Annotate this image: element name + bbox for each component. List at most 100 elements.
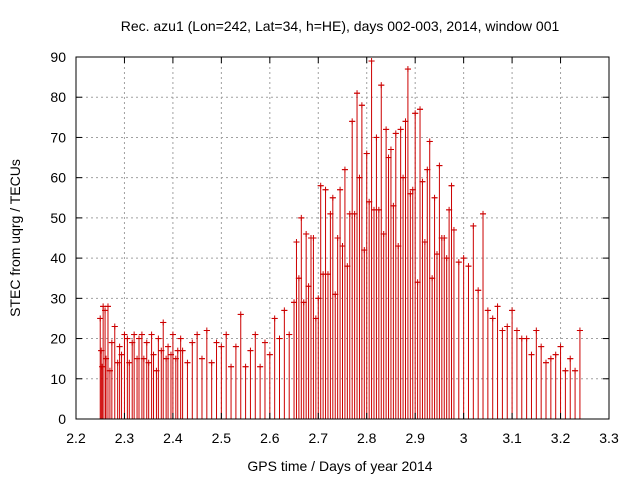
data-point (102, 307, 109, 314)
data-point (494, 303, 501, 310)
data-point (383, 126, 390, 133)
data-point (213, 339, 220, 346)
data-point (373, 134, 380, 141)
plot-border (75, 56, 610, 420)
data-point (424, 166, 431, 173)
data-point (489, 315, 496, 322)
data-point (291, 299, 298, 306)
data-point (509, 307, 516, 314)
data-point (460, 255, 467, 262)
data-point (103, 355, 110, 362)
data-point (344, 263, 351, 270)
data-point (303, 230, 310, 237)
y-tick-label: 0 (58, 411, 66, 427)
data-point (366, 198, 373, 205)
data-point (232, 343, 239, 350)
data-point (124, 335, 131, 342)
data-point (138, 331, 145, 338)
data-point (513, 327, 520, 334)
data-point (126, 359, 133, 366)
data-point (475, 287, 482, 294)
data-point (148, 331, 155, 338)
data-point (293, 239, 300, 246)
data-point (443, 255, 450, 262)
data-point (158, 347, 165, 354)
data-point (426, 138, 433, 145)
data-point (547, 355, 554, 362)
data-point (441, 235, 448, 241)
data-point (562, 367, 569, 374)
data-point (543, 359, 550, 366)
x-tick-label: 2.2 (66, 430, 86, 446)
data-point (533, 327, 540, 334)
chart-title: Rec. azu1 (Lon=242, Lat=34, h=HE), days … (121, 18, 560, 34)
data-point (329, 194, 336, 201)
data-point (528, 351, 535, 358)
data-point (242, 363, 249, 370)
data-point (324, 271, 331, 278)
data-point (276, 335, 283, 342)
data-point (402, 118, 409, 125)
data-point (421, 239, 428, 246)
y-tick-label: 80 (50, 89, 66, 105)
data-point (184, 359, 191, 366)
data-point (116, 343, 123, 350)
data-point (356, 174, 363, 181)
data-point (106, 367, 113, 374)
x-tick-label: 2.5 (212, 430, 232, 446)
data-point (208, 359, 215, 366)
data-point (271, 315, 278, 322)
x-axis-ticks: 2.2 2.3 2.4 2.5 2.6 2.7 2.8 2.9 3 3.1 3.2 3.3 (66, 57, 619, 446)
data-point (572, 367, 579, 374)
data-point (135, 335, 142, 342)
data-point (446, 206, 453, 213)
data-point (298, 214, 305, 221)
data-point (567, 355, 574, 362)
data-point (450, 226, 457, 233)
data-point (140, 355, 147, 362)
data-point (134, 355, 141, 362)
data-point (409, 186, 416, 193)
data-point (194, 331, 201, 338)
data-point (104, 303, 111, 310)
data-point (404, 66, 411, 73)
data-point (111, 323, 118, 330)
y-axis-label: STEC from uqrg / TECUs (7, 159, 23, 317)
data-point (337, 186, 344, 193)
data-point (397, 126, 404, 133)
data-point (322, 186, 329, 193)
data-point (538, 343, 545, 350)
data-point (400, 174, 407, 181)
data-point (380, 230, 387, 237)
data-point (108, 339, 115, 346)
data-point (354, 90, 361, 97)
data-point (257, 363, 264, 370)
data-point (198, 355, 205, 362)
y-tick-label: 60 (50, 170, 66, 186)
data-point (395, 243, 402, 250)
data-point (312, 315, 319, 322)
data-point (414, 279, 421, 286)
x-axis-label: GPS time / Days of year 2014 (247, 458, 432, 474)
data-point (121, 331, 128, 338)
data-point (429, 275, 436, 282)
data-point (300, 299, 307, 306)
data-point (341, 166, 348, 173)
data-point (436, 162, 443, 169)
data-point (317, 182, 324, 189)
data-point (433, 251, 440, 258)
data-point (97, 315, 104, 322)
data-point (334, 235, 341, 241)
data-point (131, 331, 138, 338)
y-tick-label: 40 (50, 250, 66, 266)
data-point (237, 311, 244, 318)
y-tick-label: 90 (50, 49, 66, 65)
data-point (448, 182, 455, 189)
x-tick-label: 2.9 (405, 430, 425, 446)
data-point (169, 331, 176, 338)
data-point (247, 347, 254, 354)
data-point (417, 106, 424, 113)
data-point (153, 367, 160, 374)
data-point (179, 347, 186, 354)
data-point (407, 190, 414, 197)
